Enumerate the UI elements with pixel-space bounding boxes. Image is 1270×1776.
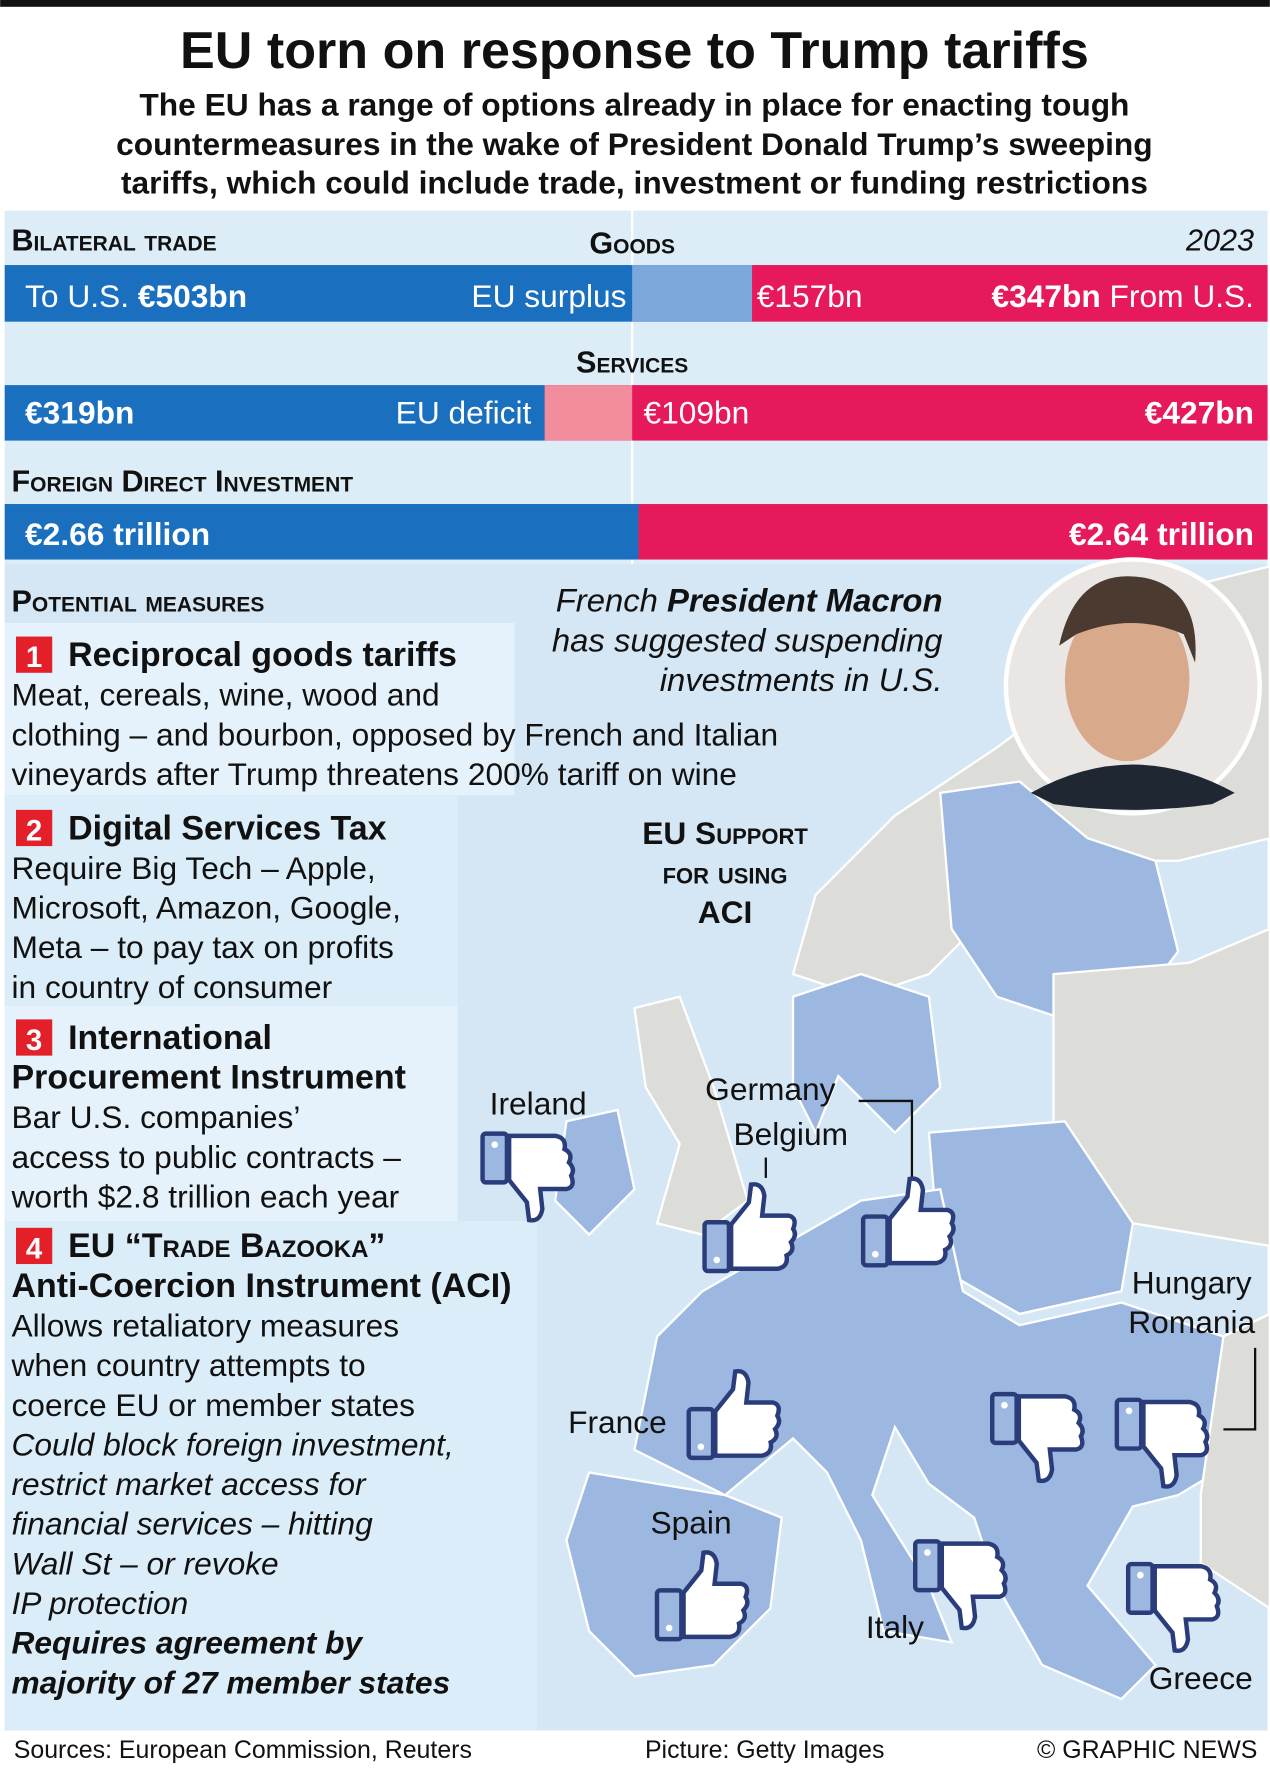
quote: French President Macron [556, 582, 943, 619]
measure-body: coerce EU or member states [11, 1387, 414, 1423]
measure-title: Procurement Instrument [11, 1058, 405, 1096]
measure-title: Reciprocal goods tariffs [68, 636, 457, 674]
top-rule [0, 0, 1270, 7]
balance-segment [544, 385, 633, 441]
bar-label: Goods [589, 227, 675, 261]
number-box [16, 809, 53, 847]
measure-body: restrict market access for [11, 1466, 367, 1502]
measure-body: Could block foreign investment, [11, 1426, 453, 1462]
measure-title: EU “Trade Bazooka” [68, 1227, 385, 1265]
title: EU torn on response to Trump tariffs [180, 22, 1089, 80]
country-label: Ireland [490, 1086, 587, 1122]
measure-body: Bar U.S. companies’ [11, 1099, 300, 1135]
measure-body: Microsoft, Amazon, Google, [11, 890, 400, 926]
number-box [16, 1227, 53, 1265]
measure-title: Digital Services Tax [68, 809, 387, 847]
section-heading: Foreign Direct Investment [11, 465, 353, 499]
photo [1003, 557, 1262, 816]
map-land [553, 565, 1270, 1701]
measure-body: Meta – to pay tax on profits [11, 929, 393, 965]
measure-panel [4, 1221, 538, 1731]
measure-body: worth $2.8 trillion each year [10, 1178, 399, 1214]
bar [638, 504, 1268, 560]
measure-body: Requires agreement by [11, 1625, 363, 1661]
country-label: Romania [1128, 1304, 1255, 1340]
measure-body: Meat, cereals, wine, wood and [11, 677, 439, 713]
country-label: Italy [866, 1609, 924, 1645]
country-label: Belgium [733, 1116, 848, 1152]
measure-panel [4, 795, 458, 1006]
bar-text: €347bn From U.S. [991, 278, 1254, 314]
section-heading: Potential measures [11, 585, 264, 619]
bar-text: €427bn [1145, 395, 1254, 431]
measure-body: Allows retaliatory measures [11, 1308, 399, 1344]
bar-text: €319bn [25, 395, 134, 431]
map-title: for using [663, 854, 788, 890]
subtitle: The EU has a range of options already in… [139, 87, 1129, 123]
number: 3 [26, 1024, 42, 1057]
footer-sources: Sources: European Commission, Reuters [14, 1736, 472, 1764]
measure-panel [4, 622, 515, 796]
number-box [16, 1019, 53, 1056]
footer-picture: Picture: Getty Images [645, 1736, 884, 1764]
bar [4, 265, 753, 322]
measure-panel [4, 1005, 458, 1221]
bar-text: €2.66 trillion [25, 516, 210, 552]
footer-bg [0, 1730, 1270, 1776]
measure-body: IP protection [11, 1585, 188, 1621]
quote: has suggested suspending [552, 621, 943, 658]
country-label: Germany [705, 1071, 836, 1107]
measure-body: in country of consumer [11, 969, 332, 1005]
bar-text: EU deficit [396, 395, 532, 431]
measure-body: Wall St – or revoke [11, 1545, 278, 1581]
bar-text: €109bn [643, 395, 749, 431]
measure-body: when country attempts to [10, 1347, 365, 1383]
leader-lines [764, 1099, 1257, 1431]
measure-body: access to public contracts – [11, 1139, 401, 1175]
bar-label: Services [576, 346, 688, 380]
subtitle: tariffs, which could include trade, inve… [121, 165, 1148, 201]
country-label: France [568, 1404, 667, 1440]
subtitle: countermeasures in the wake of President… [116, 126, 1152, 162]
number-box [16, 636, 53, 673]
year: 2023 [1185, 223, 1254, 257]
number: 1 [26, 641, 42, 674]
quote: investments in U.S. [660, 661, 943, 698]
measure-body: vineyards after Trump threatens 200% tar… [11, 756, 736, 792]
bar [752, 265, 1268, 322]
number: 4 [26, 1232, 43, 1265]
bar-text: To U.S. €503bn [25, 278, 247, 314]
measure-title: International [68, 1019, 272, 1057]
map-title: EU Support [642, 815, 808, 851]
country-label: Hungary [1132, 1264, 1252, 1300]
measure-title: Anti-Coercion Instrument (ACI) [11, 1267, 511, 1305]
map-title: ACI [698, 894, 753, 930]
section-heading: Bilateral trade [11, 223, 216, 257]
measure-body: majority of 27 member states [11, 1664, 450, 1700]
measure-body: clothing – and bourbon, opposed by Frenc… [11, 716, 778, 752]
number: 2 [26, 814, 42, 847]
measure-body: Require Big Tech – Apple, [11, 850, 375, 886]
bar [4, 504, 639, 560]
balance-segment [632, 265, 753, 322]
country-label: Greece [1149, 1660, 1253, 1696]
bar-text: €157bn [757, 278, 863, 314]
bar [4, 385, 545, 441]
footer-credit: © GRAPHIC NEWS [1037, 1736, 1257, 1764]
country-label: Spain [651, 1505, 732, 1541]
bar-text: EU surplus [471, 278, 626, 314]
bar [544, 385, 1268, 441]
bar-text: €2.64 trillion [1069, 516, 1254, 552]
measure-body: financial services – hitting [11, 1506, 373, 1542]
